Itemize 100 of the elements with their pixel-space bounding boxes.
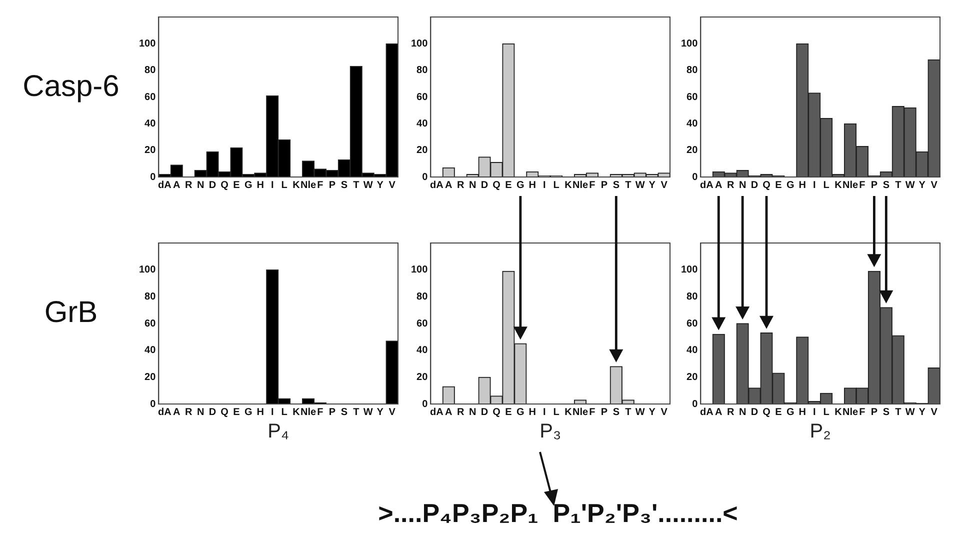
x-tick-label: F <box>859 406 866 418</box>
y-tick-label: 20 <box>144 372 156 383</box>
x-tick-label: L <box>553 180 560 191</box>
y-tick-label: 60 <box>144 92 156 103</box>
x-tick-label: D <box>208 180 216 191</box>
x-tick-label: K <box>564 180 573 191</box>
y-tick-label: 100 <box>680 264 698 276</box>
x-tick-label: E <box>233 406 240 418</box>
x-axis-title: P₃ <box>540 420 562 443</box>
y-tick-label: 100 <box>138 264 156 276</box>
x-tick-label: R <box>184 180 193 191</box>
x-tick-label: I <box>542 180 546 191</box>
x-tick-label: W <box>635 406 646 418</box>
y-tick-label: 40 <box>144 118 156 130</box>
y-tick-label: 40 <box>416 345 428 356</box>
x-tick-label: P <box>870 406 878 418</box>
x-tick-label: dA <box>430 406 444 418</box>
y-axis-title: GrB <box>43 296 99 330</box>
x-tick-label: T <box>353 180 360 191</box>
x-tick-label: Y <box>918 406 926 418</box>
x-tick-label: G <box>786 180 795 191</box>
x-tick-label: T <box>353 406 360 418</box>
x-tick-label: K <box>834 406 843 418</box>
x-tick-label: F <box>589 180 596 191</box>
y-tick-label: 0 <box>692 398 698 410</box>
x-tick-label: W <box>905 406 916 418</box>
x-tick-label: dA <box>430 180 444 191</box>
x-tick-label: dA <box>700 406 714 418</box>
x-tick-label: F <box>317 406 324 418</box>
x-tick-label: E <box>505 180 512 191</box>
x-tick-label: H <box>528 406 536 418</box>
x-tick-label: I <box>270 180 274 191</box>
x-tick-label: E <box>505 406 512 418</box>
x-tick-label: F <box>859 180 866 191</box>
x-axis-title: P₄ <box>268 420 290 443</box>
x-tick-label: V <box>930 180 938 191</box>
y-tick-label: 0 <box>422 398 428 410</box>
y-tick-label: 0 <box>692 172 698 183</box>
y-tick-label: 60 <box>686 318 698 330</box>
x-tick-label: Nle <box>572 180 588 191</box>
x-tick-label: K <box>292 180 301 191</box>
x-tick-label: N <box>468 406 476 418</box>
x-tick-label: W <box>635 180 646 191</box>
x-tick-label: A <box>445 180 452 191</box>
x-tick-label: Y <box>376 180 384 191</box>
x-tick-label: A <box>173 180 180 191</box>
x-tick-label: E <box>775 406 782 418</box>
y-tick-label: 100 <box>138 38 156 50</box>
y-tick-label: 40 <box>144 345 156 356</box>
x-tick-label: A <box>715 406 722 418</box>
x-tick-label: R <box>726 406 735 418</box>
x-tick-label: Nle <box>300 180 316 191</box>
x-tick-label: Y <box>648 406 656 418</box>
x-tick-label: S <box>612 180 620 191</box>
x-tick-label: N <box>468 180 476 191</box>
x-axis-title: P₂ <box>810 420 831 443</box>
x-tick-label: N <box>738 406 746 418</box>
x-tick-label: H <box>256 180 264 191</box>
y-axis-title: Casp-6 <box>22 70 120 104</box>
x-tick-label: T <box>625 406 632 418</box>
x-tick-label: D <box>208 406 216 418</box>
y-tick-label: 20 <box>416 145 428 156</box>
y-tick-label: 20 <box>686 372 698 383</box>
y-tick-label: 0 <box>150 398 156 410</box>
x-tick-label: S <box>882 180 890 191</box>
y-tick-label: 80 <box>686 291 698 302</box>
y-tick-label: 80 <box>686 65 698 76</box>
x-tick-label: G <box>516 406 525 418</box>
x-tick-label: H <box>798 180 806 191</box>
x-tick-label: Q <box>220 180 229 191</box>
x-tick-label: Nle <box>842 180 858 191</box>
x-tick-label: V <box>660 180 668 191</box>
x-tick-label: E <box>233 180 240 191</box>
x-tick-label: T <box>895 406 902 418</box>
x-tick-label: A <box>173 406 180 418</box>
x-tick-label: Q <box>492 406 501 418</box>
x-tick-label: N <box>196 406 204 418</box>
y-tick-label: 80 <box>144 65 156 76</box>
y-tick-label: 60 <box>416 92 428 103</box>
x-tick-label: I <box>812 180 816 191</box>
x-tick-label: L <box>823 406 830 418</box>
x-tick-label: S <box>882 406 890 418</box>
x-tick-label: V <box>388 180 396 191</box>
y-tick-label: 60 <box>686 92 698 103</box>
x-tick-label: Q <box>762 180 771 191</box>
y-tick-label: 0 <box>422 172 428 183</box>
x-tick-label: Nle <box>842 406 858 418</box>
x-tick-label: W <box>905 180 916 191</box>
y-tick-label: 100 <box>410 264 428 276</box>
x-tick-label: L <box>553 406 560 418</box>
x-tick-label: dA <box>158 406 172 418</box>
x-tick-label: Nle <box>300 406 316 418</box>
x-tick-label: S <box>612 406 620 418</box>
x-tick-label: W <box>363 180 374 191</box>
y-tick-label: 40 <box>686 345 698 356</box>
x-tick-label: G <box>244 406 253 418</box>
x-tick-label: D <box>480 180 488 191</box>
y-tick-label: 20 <box>686 145 698 156</box>
x-tick-label: P <box>600 180 608 191</box>
x-tick-label: V <box>388 406 396 418</box>
